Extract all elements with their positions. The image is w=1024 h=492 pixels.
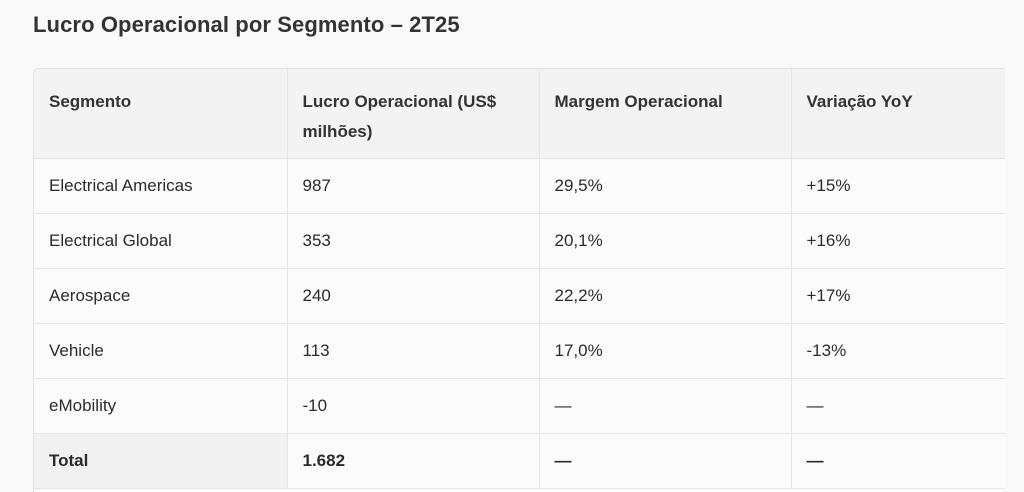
table-cell: Electrical Americas — [34, 158, 288, 214]
column-header: Lucro Operacional (US$ milhões) — [287, 69, 540, 159]
column-header: Variação YoY — [791, 69, 1005, 159]
table-cell: Aerospace — [34, 268, 288, 324]
table-cell: 17,0% — [539, 323, 792, 379]
table-cell: +15% — [791, 158, 1005, 214]
table-cell: — — [791, 378, 1005, 434]
total-cell: — — [791, 433, 1005, 489]
table-cell: 353 — [287, 213, 540, 269]
total-cell: Total — [34, 433, 288, 489]
total-cell: 1.682 — [287, 433, 540, 489]
table-cell: — — [539, 378, 792, 434]
total-cell: — — [539, 433, 792, 489]
title: Lucro Operacional por Segmento – 2T25 — [33, 12, 460, 37]
table: Segmento Lucro Operacional (US$ milhões) M… — [34, 69, 1005, 489]
table-row: eMobility -10— — — [34, 378, 1005, 434]
table-cell: 22,2% — [539, 268, 792, 324]
header-row: Segmento Lucro Operacional (US$ milhões) M… — [34, 69, 1005, 159]
table-container: Segmento Lucro Operacional (US$ milhões) M… — [33, 68, 1005, 492]
table-cell: Vehicle — [34, 323, 288, 379]
total-row: Total 1.682— — — [34, 433, 1005, 489]
table-row: Vehicle 113 17,0% -13% — [34, 323, 1005, 379]
table-cell: 240 — [287, 268, 540, 324]
table-cell: -10 — [287, 378, 540, 434]
table-cell: Electrical Global — [34, 213, 288, 269]
table-row: Electrical Americas 987 29,5% +15% — [34, 158, 1005, 214]
table-row: Electrical Global 353 20,1% +16% — [34, 213, 1005, 269]
table-cell: 113 — [287, 323, 540, 379]
table-body: Electrical Americas 987 29,5% +15% Electrica… — [34, 158, 1005, 489]
table-cell: eMobility — [34, 378, 288, 434]
table-cell: +17% — [791, 268, 1005, 324]
table-cell: -13% — [791, 323, 1005, 379]
table-cell: 987 — [287, 158, 540, 214]
column-header: Segmento — [34, 69, 288, 159]
table-cell: 29,5% — [539, 158, 792, 214]
column-header: Margem Operacional — [539, 69, 792, 159]
table-row: Aerospace 240 22,2% +17% — [34, 268, 1005, 324]
table-cell: 20,1% — [539, 213, 792, 269]
table-cell: +16% — [791, 213, 1005, 269]
